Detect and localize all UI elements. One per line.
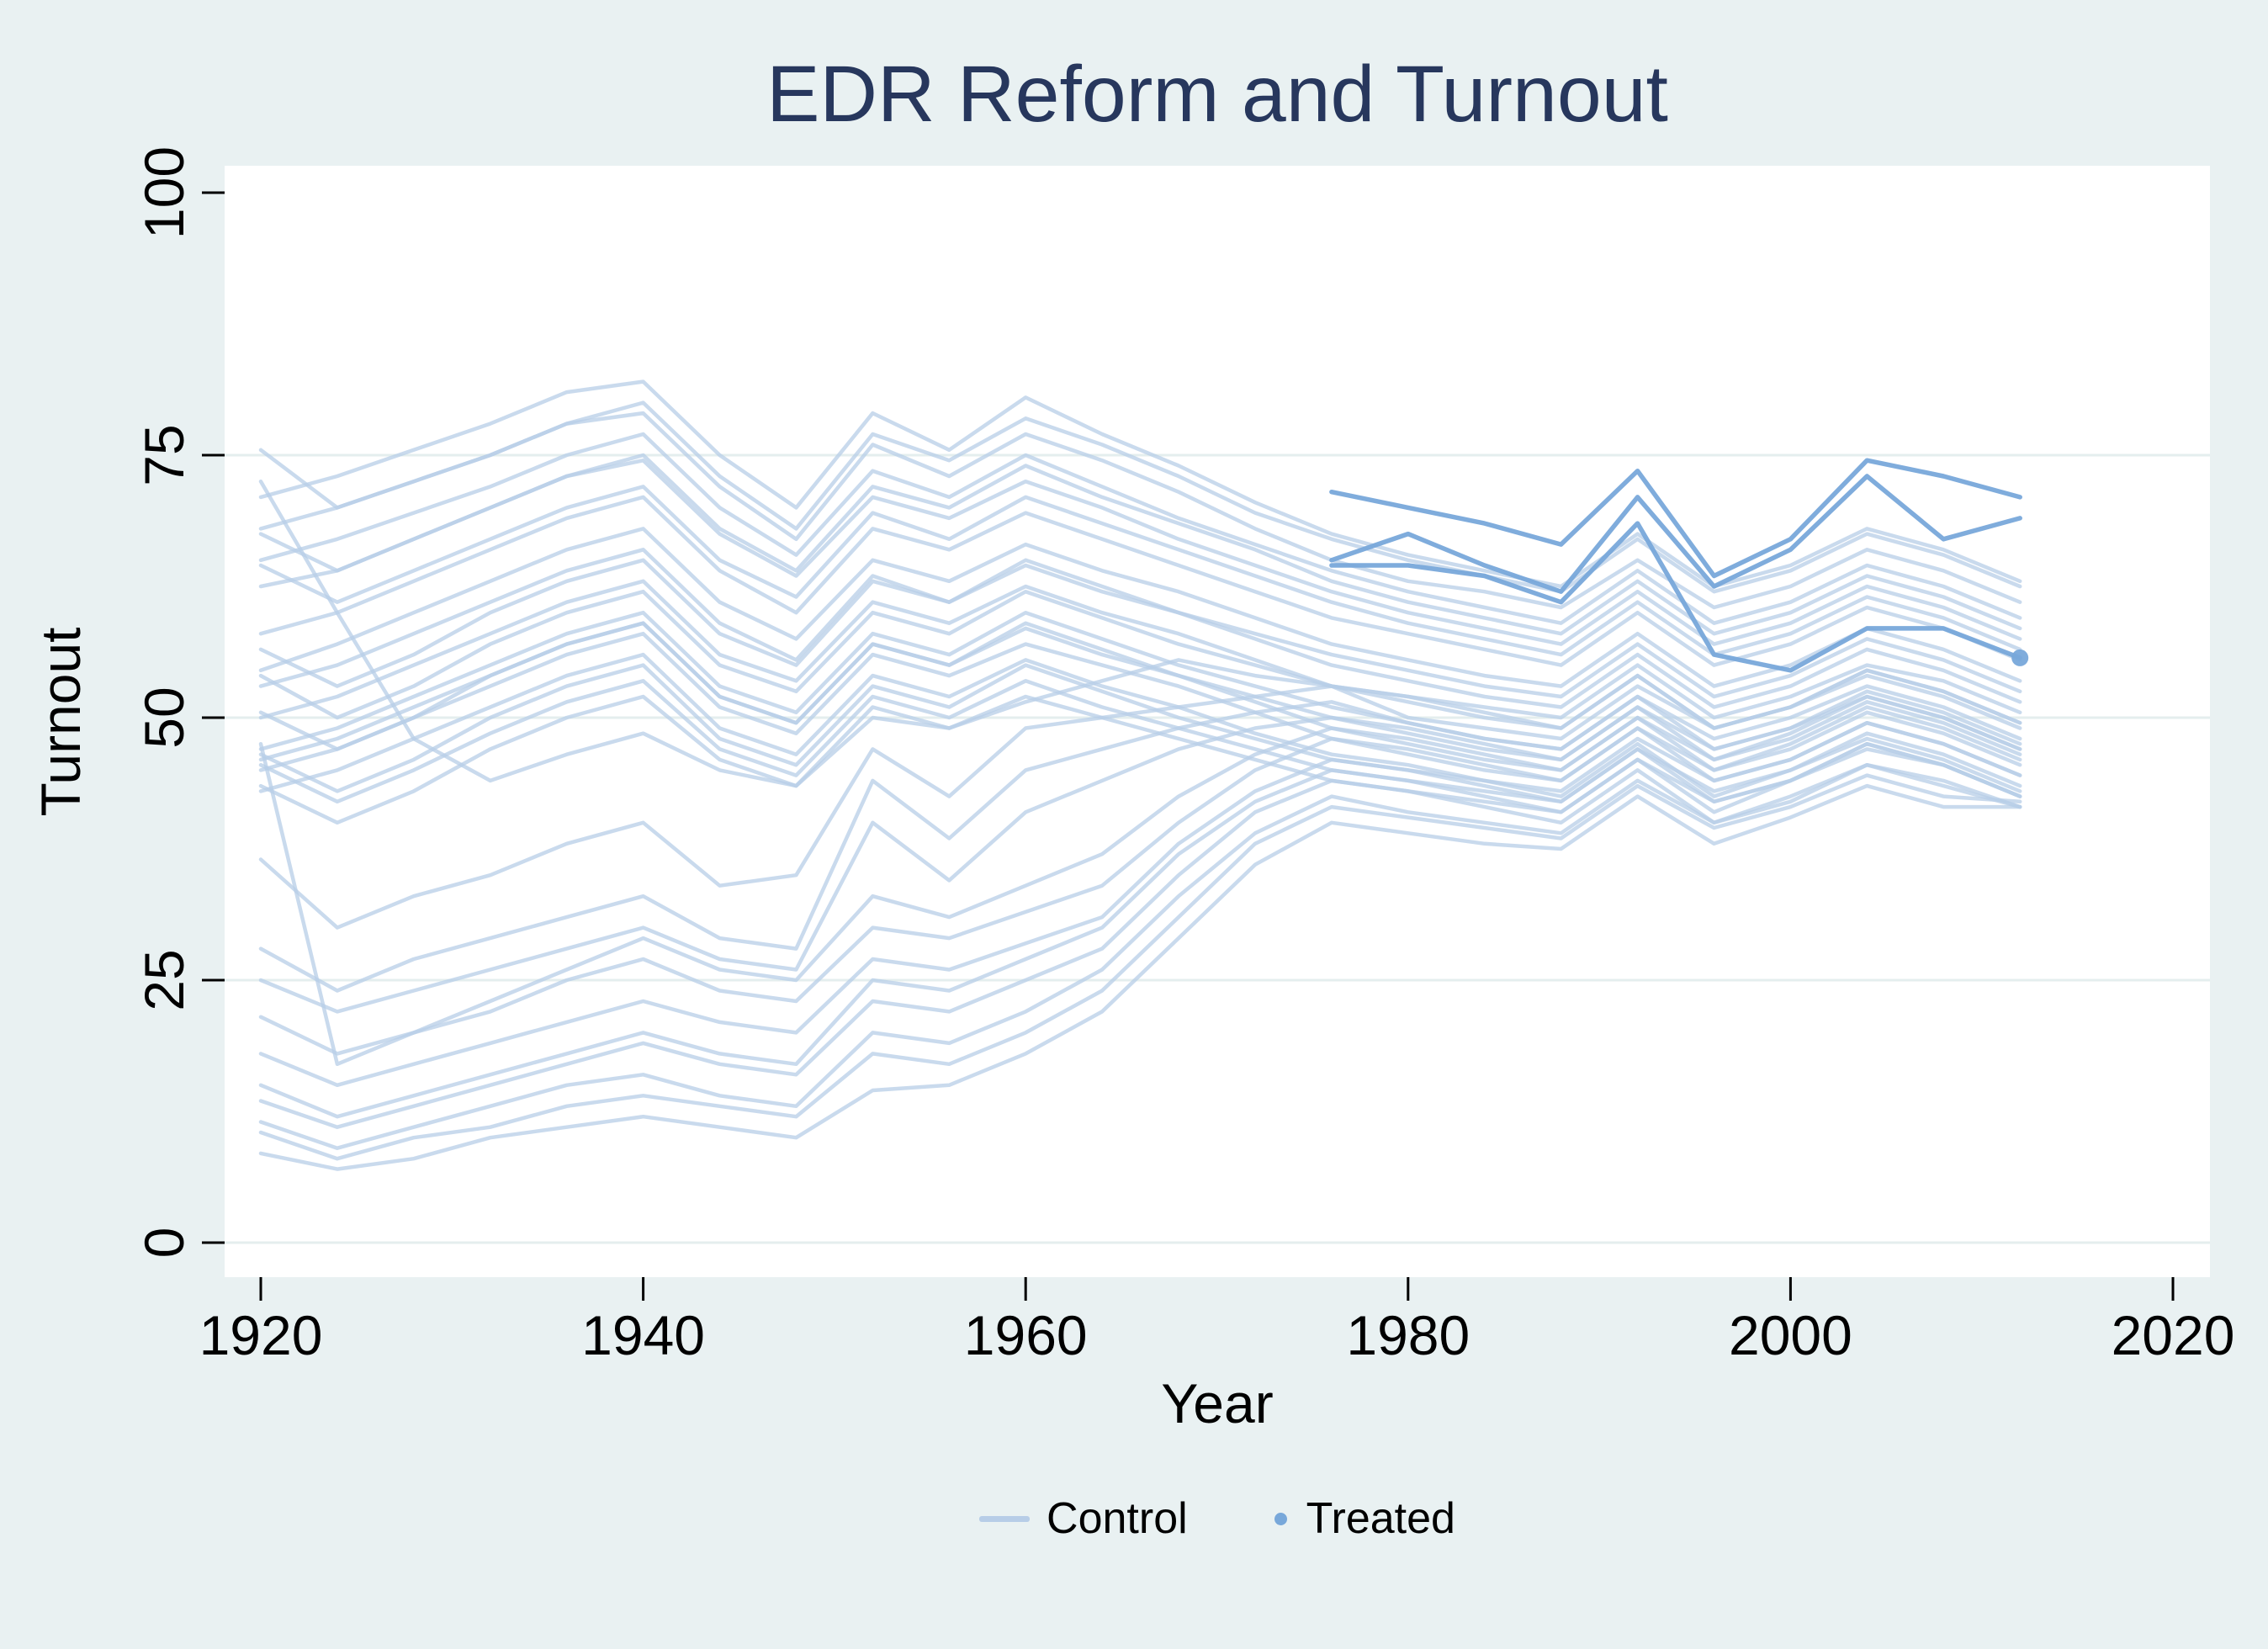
control-line-control-20 — [258, 679, 2022, 814]
chart-title: EDR Reform and Turnout — [766, 50, 1668, 139]
control-line-control-28 — [258, 720, 2022, 1088]
y-tick-label-25: 25 — [133, 949, 195, 1010]
control-line-control-11 — [258, 527, 2022, 688]
control-line-control-10 — [258, 558, 2022, 699]
control-line-control-09 — [258, 495, 2022, 667]
control-line-control-07 — [258, 485, 2022, 657]
x-tick-label-2000: 2000 — [1729, 1304, 1852, 1366]
control-line-control-02 — [258, 479, 2022, 788]
legend: Control Treated — [225, 1489, 2210, 1548]
control-line-control-16 — [258, 694, 2022, 1067]
control-line-control-03 — [258, 379, 2022, 589]
control-line-control-25 — [258, 684, 2022, 993]
y-tick-label-75: 75 — [133, 424, 195, 485]
control-line-control-32 — [258, 773, 2022, 1161]
treated-line-treated-1 — [1329, 458, 2022, 579]
control-line-control-26 — [258, 694, 2022, 1014]
x-tick-label-1980: 1980 — [1346, 1304, 1470, 1366]
control-line-control-24 — [258, 673, 2022, 930]
control-line-control-06 — [258, 432, 2022, 625]
legend-treated-dot-marker — [1274, 1512, 1287, 1525]
control-line-control-08 — [258, 458, 2022, 646]
x-tick-label-1960: 1960 — [964, 1304, 1088, 1366]
x-tick-label-2020: 2020 — [2112, 1304, 2235, 1366]
treated-line-treated-2 — [1329, 474, 2022, 594]
y-tick-label-100: 100 — [133, 146, 195, 239]
control-line-control-04 — [258, 411, 2022, 610]
control-line-control-29 — [258, 731, 2022, 1119]
x-axis-title: Year — [1161, 1372, 1274, 1434]
control-line-control-27 — [258, 705, 2022, 1056]
control-line-control-31 — [258, 762, 2022, 1150]
y-tick-label-50: 50 — [133, 687, 195, 748]
y-axis-title: Turnout — [29, 627, 92, 817]
control-line-control-33 — [258, 783, 2022, 1171]
control-line-control-13 — [258, 548, 2022, 709]
control-line-control-30 — [258, 741, 2022, 1129]
y-tick-label-0: 0 — [133, 1227, 195, 1259]
x-tick-label-1920: 1920 — [199, 1304, 323, 1366]
treated-end-dot-marker — [2011, 649, 2029, 666]
legend-control-label: Control — [1047, 1494, 1188, 1543]
legend-control-line-swatch — [979, 1515, 1031, 1522]
control-line-control-23 — [258, 652, 2022, 798]
x-tick-label-1940: 1940 — [581, 1304, 705, 1366]
treated-line-treated-3 — [1329, 521, 2022, 673]
legend-treated-label: Treated — [1306, 1494, 1455, 1543]
